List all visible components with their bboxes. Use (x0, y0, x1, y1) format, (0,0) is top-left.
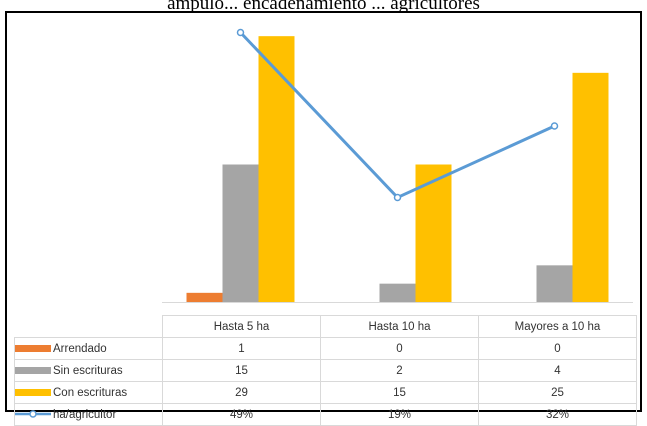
legend-key-arrendado (15, 344, 51, 352)
chart-plot (162, 28, 633, 303)
data-label: 29 (162, 381, 321, 404)
data-label: 0 (320, 337, 479, 360)
data-label: 19% (320, 403, 479, 426)
bar-con-escrituras-0 (258, 36, 295, 303)
table-header-row: Hasta 5 ha Hasta 10 ha Mayores a 10 ha (14, 315, 637, 338)
line-point-1 (393, 193, 402, 202)
series-name: ha/agricultor (53, 408, 117, 421)
bar-sin-escrituras-2 (536, 265, 573, 302)
data-label: 4 (478, 359, 637, 382)
data-label: 15 (320, 381, 479, 404)
data-label: 1 (162, 337, 321, 360)
category-label: Mayores a 10 ha (478, 315, 637, 338)
data-label: 2 (320, 359, 479, 382)
data-label: 15 (162, 359, 321, 382)
category-label: Hasta 5 ha (162, 315, 321, 338)
data-table: Hasta 5 ha Hasta 10 ha Mayores a 10 ha A… (14, 315, 637, 426)
table-row: Sin escrituras 15 2 4 (14, 359, 637, 382)
chart-frame: Hasta 5 ha Hasta 10 ha Mayores a 10 ha A… (5, 11, 642, 426)
bar-sin-escrituras-1 (379, 283, 416, 302)
legend-key-sin-escrituras (15, 366, 51, 374)
legend-key-ha-agricultor (15, 410, 51, 419)
table-row: Con escrituras 29 15 25 (14, 381, 637, 404)
line-point-2 (550, 122, 559, 130)
data-label: 32% (478, 403, 637, 426)
legend-key-con-escrituras (15, 388, 51, 396)
series-name: Sin escrituras (53, 364, 123, 377)
series-name: Con escrituras (53, 386, 128, 399)
bar-arrendado-0 (186, 292, 223, 302)
bar-con-escrituras-1 (415, 164, 452, 302)
bar-con-escrituras-2 (572, 72, 609, 302)
data-label: 0 (478, 337, 637, 360)
table-row: ha/agricultor 49% 19% 32% (14, 403, 637, 426)
data-label: 49% (162, 403, 321, 426)
line-point-0 (236, 28, 245, 37)
table-row: Arrendado 1 0 0 (14, 337, 637, 360)
series-name: Arrendado (53, 342, 107, 355)
data-label: 25 (478, 381, 637, 404)
category-label: Hasta 10 ha (320, 315, 479, 338)
bar-sin-escrituras-0 (222, 164, 259, 302)
page-caption: ámpulo... encadenamiento ... agricultore… (167, 0, 480, 14)
